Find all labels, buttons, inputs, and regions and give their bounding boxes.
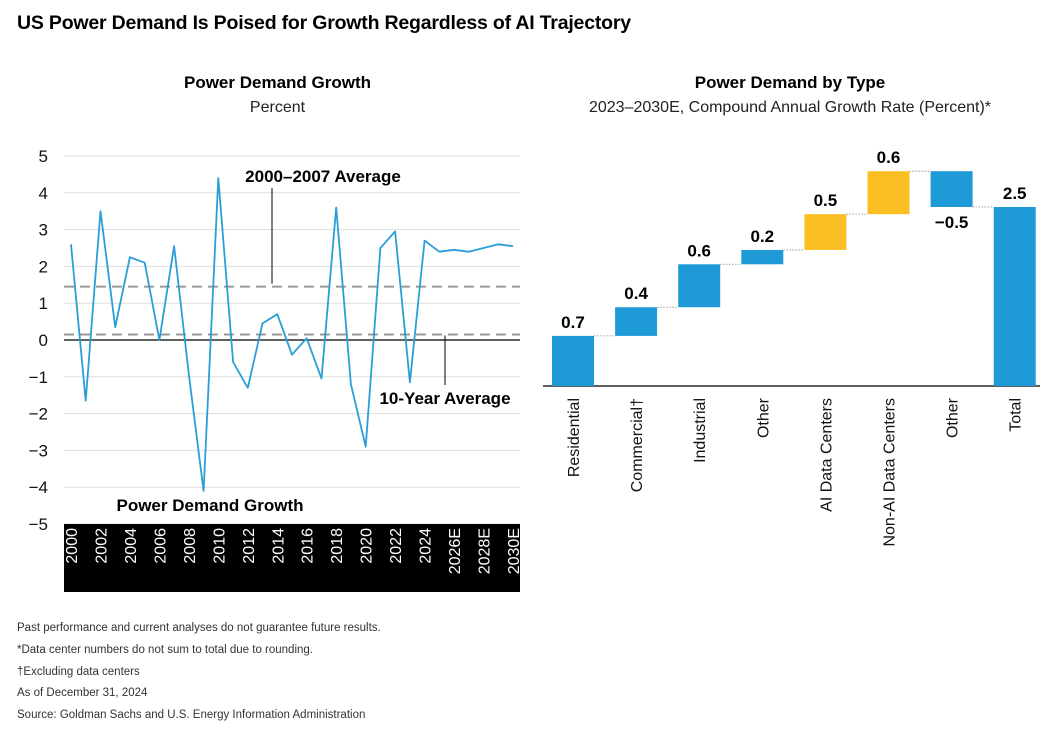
x-tick-label: 2030E	[506, 528, 523, 574]
footnote-rounding: *Data center numbers do not sum to total…	[17, 643, 313, 656]
x-tick-label: 2000	[64, 528, 81, 564]
y-tick-label: −1	[29, 368, 48, 387]
x-axis-band	[64, 524, 520, 592]
y-tick-label: 0	[39, 331, 48, 350]
waterfall-value-label: −0.5	[935, 213, 969, 232]
waterfall-value-label: 0.5	[814, 191, 838, 210]
x-tick-label: 2002	[93, 528, 110, 564]
footnote-dagger: †Excluding data centers	[17, 665, 140, 678]
annotation-2000-2007-average: 2000–2007 Average	[245, 167, 401, 186]
x-tick-label: 2016	[300, 528, 317, 564]
power-demand-growth-line	[70, 177, 514, 492]
waterfall-value-label: 0.7	[561, 313, 585, 332]
waterfall-bar	[678, 264, 721, 308]
footnote-date: As of December 31, 2024	[17, 687, 148, 700]
y-tick-label: 3	[39, 221, 48, 240]
x-tick-label: 2024	[418, 528, 435, 564]
x-tick-label: 2020	[359, 528, 376, 564]
left-chart-title: Power Demand Growth	[183, 73, 372, 92]
x-tick-label: 2010	[211, 528, 228, 564]
waterfall-category-label: Residential	[566, 398, 583, 477]
annotation-power-demand-growth: Power Demand Growth	[116, 496, 303, 515]
x-tick-label: 2014	[270, 528, 287, 564]
waterfall-category-label: Industrial	[692, 398, 709, 463]
x-tick-label: 2028E	[477, 528, 494, 574]
y-tick-label: 4	[39, 184, 48, 203]
y-tick-label: 1	[39, 294, 48, 313]
x-tick-label: 2012	[241, 528, 258, 564]
y-tick-label: −2	[29, 405, 48, 424]
footnotes: Past performance and current analyses do…	[17, 621, 381, 730]
right-chart-title: Power Demand by Type	[694, 73, 886, 92]
y-tick-label: 5	[39, 147, 48, 166]
y-tick-label: 2	[39, 257, 48, 276]
x-tick-label: 2004	[123, 528, 140, 564]
left-chart-subtitle: Percent	[249, 99, 306, 116]
x-tick-label: 2006	[152, 528, 169, 564]
waterfall-value-label: 0.6	[687, 241, 711, 260]
x-tick-label: 2008	[182, 528, 199, 564]
waterfall-bar	[552, 335, 594, 386]
x-tick-label: 2022	[388, 528, 405, 564]
x-tick-label: 2018	[329, 528, 346, 564]
waterfall-category-label: Total	[1008, 398, 1025, 432]
waterfall-bar	[930, 171, 973, 207]
waterfall-value-label: 0.2	[750, 227, 774, 246]
main-title: US Power Demand Is Poised for Growth Reg…	[17, 12, 631, 34]
x-tick-label: 2026E	[447, 528, 464, 574]
waterfall-value-label: 0.6	[877, 148, 901, 167]
right-chart-subtitle: 2023–2030E, Compound Annual Growth Rate …	[588, 99, 992, 116]
waterfall-bar	[993, 207, 1036, 386]
waterfall-value-label: 0.4	[624, 284, 648, 303]
y-tick-label: −5	[29, 515, 48, 534]
waterfall-category-label: Other	[945, 397, 962, 438]
waterfall-category-label: Commercial†	[629, 398, 646, 492]
waterfall-bar	[741, 249, 784, 265]
waterfall-bar	[867, 171, 910, 215]
waterfall-bar	[615, 307, 658, 336]
y-tick-label: −4	[29, 478, 48, 497]
waterfall-bar	[804, 214, 847, 250]
waterfall-category-label: Non-AI Data Centers	[882, 398, 899, 547]
footnote-disclaimer: Past performance and current analyses do…	[17, 622, 381, 634]
waterfall-category-label: Other	[755, 397, 772, 438]
waterfall-value-label: 2.5	[1003, 184, 1027, 203]
footnote-source: Source: Goldman Sachs and U.S. Energy In…	[17, 709, 366, 722]
y-tick-label: −3	[29, 441, 48, 460]
waterfall-category-label: AI Data Centers	[818, 398, 835, 512]
annotation-10-year-average: 10-Year Average	[379, 389, 510, 408]
